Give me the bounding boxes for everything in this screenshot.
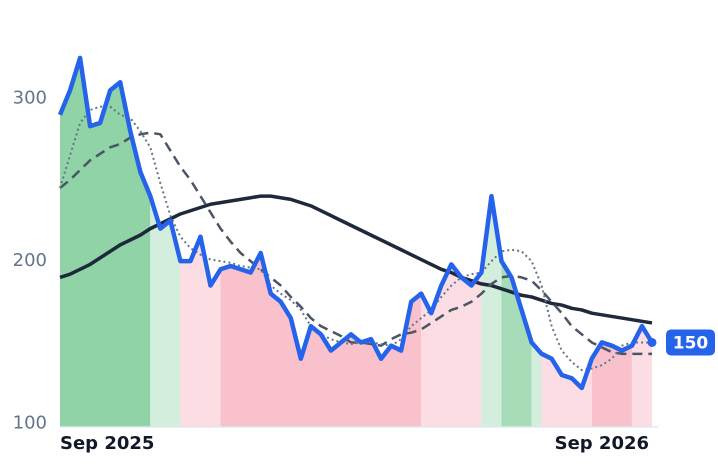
y-tick-label: 100: [13, 413, 47, 434]
band-area: [421, 264, 482, 427]
band-area: [180, 236, 221, 427]
last-value-badge: [666, 329, 715, 356]
band-area: [150, 196, 181, 427]
band-area: [541, 353, 592, 427]
band-area: [591, 342, 632, 427]
band-area: [531, 342, 542, 427]
band-area: [481, 196, 502, 427]
x-tick-label: Sep 2025: [60, 433, 154, 454]
band-area: [60, 57, 151, 427]
y-tick-label: 200: [13, 250, 47, 271]
band-area: [631, 326, 652, 427]
y-tick-label: 300: [13, 88, 47, 109]
series-line: [57, 55, 654, 391]
band-area: [220, 253, 422, 427]
last-value-label: 150: [673, 333, 709, 353]
x-tick-label: Sep 2026: [555, 433, 649, 454]
series-line: [59, 105, 652, 372]
last-point: [647, 337, 657, 347]
band-area: [501, 261, 532, 427]
